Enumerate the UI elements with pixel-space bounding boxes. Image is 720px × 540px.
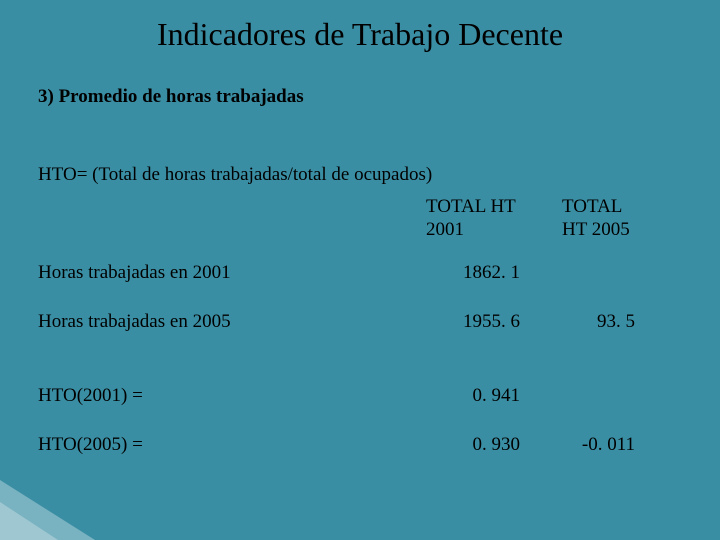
row-label-1: Horas trabajadas en 2001 — [38, 262, 231, 284]
row-label-4: HTO(2005) = — [38, 434, 143, 456]
column-header-1-line1: TOTAL HT — [426, 196, 516, 217]
slide-title: Indicadores de Trabajo Decente — [0, 16, 720, 53]
column-header-1: TOTAL HT 2001 — [426, 196, 546, 242]
corner-accent-inner-icon — [0, 502, 58, 540]
row-1-value-1: 1862. 1 — [450, 262, 520, 284]
row-4-value-1: 0. 930 — [450, 434, 520, 456]
row-label-2: Horas trabajadas en 2005 — [38, 311, 231, 333]
section-subtitle: 3) Promedio de horas trabajadas — [38, 86, 304, 108]
row-4-value-2: -0. 011 — [575, 434, 635, 456]
row-2-value-2: 93. 5 — [575, 311, 635, 333]
row-label-3: HTO(2001) = — [38, 385, 143, 407]
slide: Indicadores de Trabajo Decente 3) Promed… — [0, 0, 720, 540]
formula-text: HTO= (Total de horas trabajadas/total de… — [38, 164, 432, 186]
row-3-value-1: 0. 941 — [450, 385, 520, 407]
column-header-1-line2: 2001 — [426, 219, 464, 240]
column-header-2-line1: TOTAL — [562, 196, 622, 217]
column-header-2-line2: HT 2005 — [562, 219, 630, 240]
column-header-2: TOTAL HT 2005 — [562, 196, 682, 242]
row-2-value-1: 1955. 6 — [450, 311, 520, 333]
